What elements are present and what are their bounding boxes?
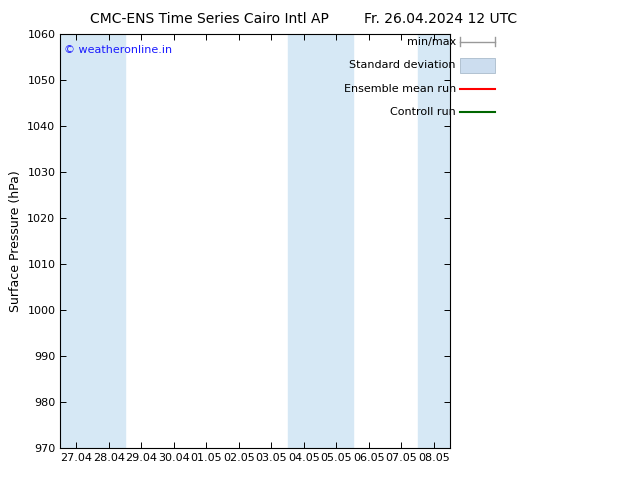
- Text: Ensemble mean run: Ensemble mean run: [344, 84, 456, 94]
- Text: Fr. 26.04.2024 12 UTC: Fr. 26.04.2024 12 UTC: [364, 12, 517, 26]
- Y-axis label: Surface Pressure (hPa): Surface Pressure (hPa): [9, 171, 22, 312]
- Bar: [60, 34, 125, 448]
- Text: Standard deviation: Standard deviation: [349, 60, 456, 70]
- Bar: [418, 34, 450, 448]
- Text: min/max: min/max: [406, 37, 456, 47]
- Bar: [288, 34, 353, 448]
- Text: Controll run: Controll run: [390, 107, 456, 117]
- Text: CMC-ENS Time Series Cairo Intl AP: CMC-ENS Time Series Cairo Intl AP: [90, 12, 328, 26]
- Text: © weatheronline.in: © weatheronline.in: [64, 45, 172, 55]
